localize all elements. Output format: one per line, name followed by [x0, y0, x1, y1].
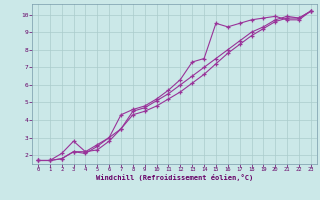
- X-axis label: Windchill (Refroidissement éolien,°C): Windchill (Refroidissement éolien,°C): [96, 174, 253, 181]
